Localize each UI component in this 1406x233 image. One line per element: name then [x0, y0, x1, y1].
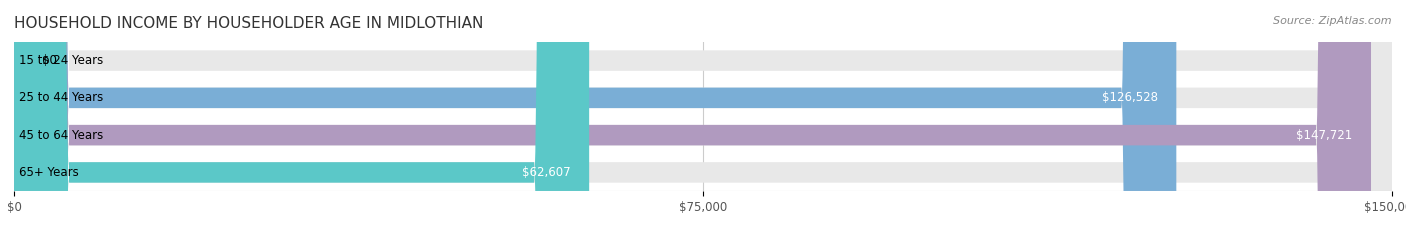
- Text: $147,721: $147,721: [1296, 129, 1353, 142]
- FancyBboxPatch shape: [14, 0, 1392, 233]
- Text: Source: ZipAtlas.com: Source: ZipAtlas.com: [1274, 16, 1392, 26]
- FancyBboxPatch shape: [14, 0, 589, 233]
- FancyBboxPatch shape: [14, 0, 1177, 233]
- FancyBboxPatch shape: [14, 0, 1392, 233]
- Text: $62,607: $62,607: [522, 166, 571, 179]
- Text: 25 to 44 Years: 25 to 44 Years: [18, 91, 103, 104]
- FancyBboxPatch shape: [14, 0, 1371, 233]
- Text: 65+ Years: 65+ Years: [18, 166, 79, 179]
- FancyBboxPatch shape: [14, 0, 1392, 233]
- Text: $0: $0: [42, 54, 56, 67]
- Text: 45 to 64 Years: 45 to 64 Years: [18, 129, 103, 142]
- Text: 15 to 24 Years: 15 to 24 Years: [18, 54, 103, 67]
- FancyBboxPatch shape: [14, 0, 1392, 233]
- Text: HOUSEHOLD INCOME BY HOUSEHOLDER AGE IN MIDLOTHIAN: HOUSEHOLD INCOME BY HOUSEHOLDER AGE IN M…: [14, 16, 484, 31]
- Text: $126,528: $126,528: [1102, 91, 1159, 104]
